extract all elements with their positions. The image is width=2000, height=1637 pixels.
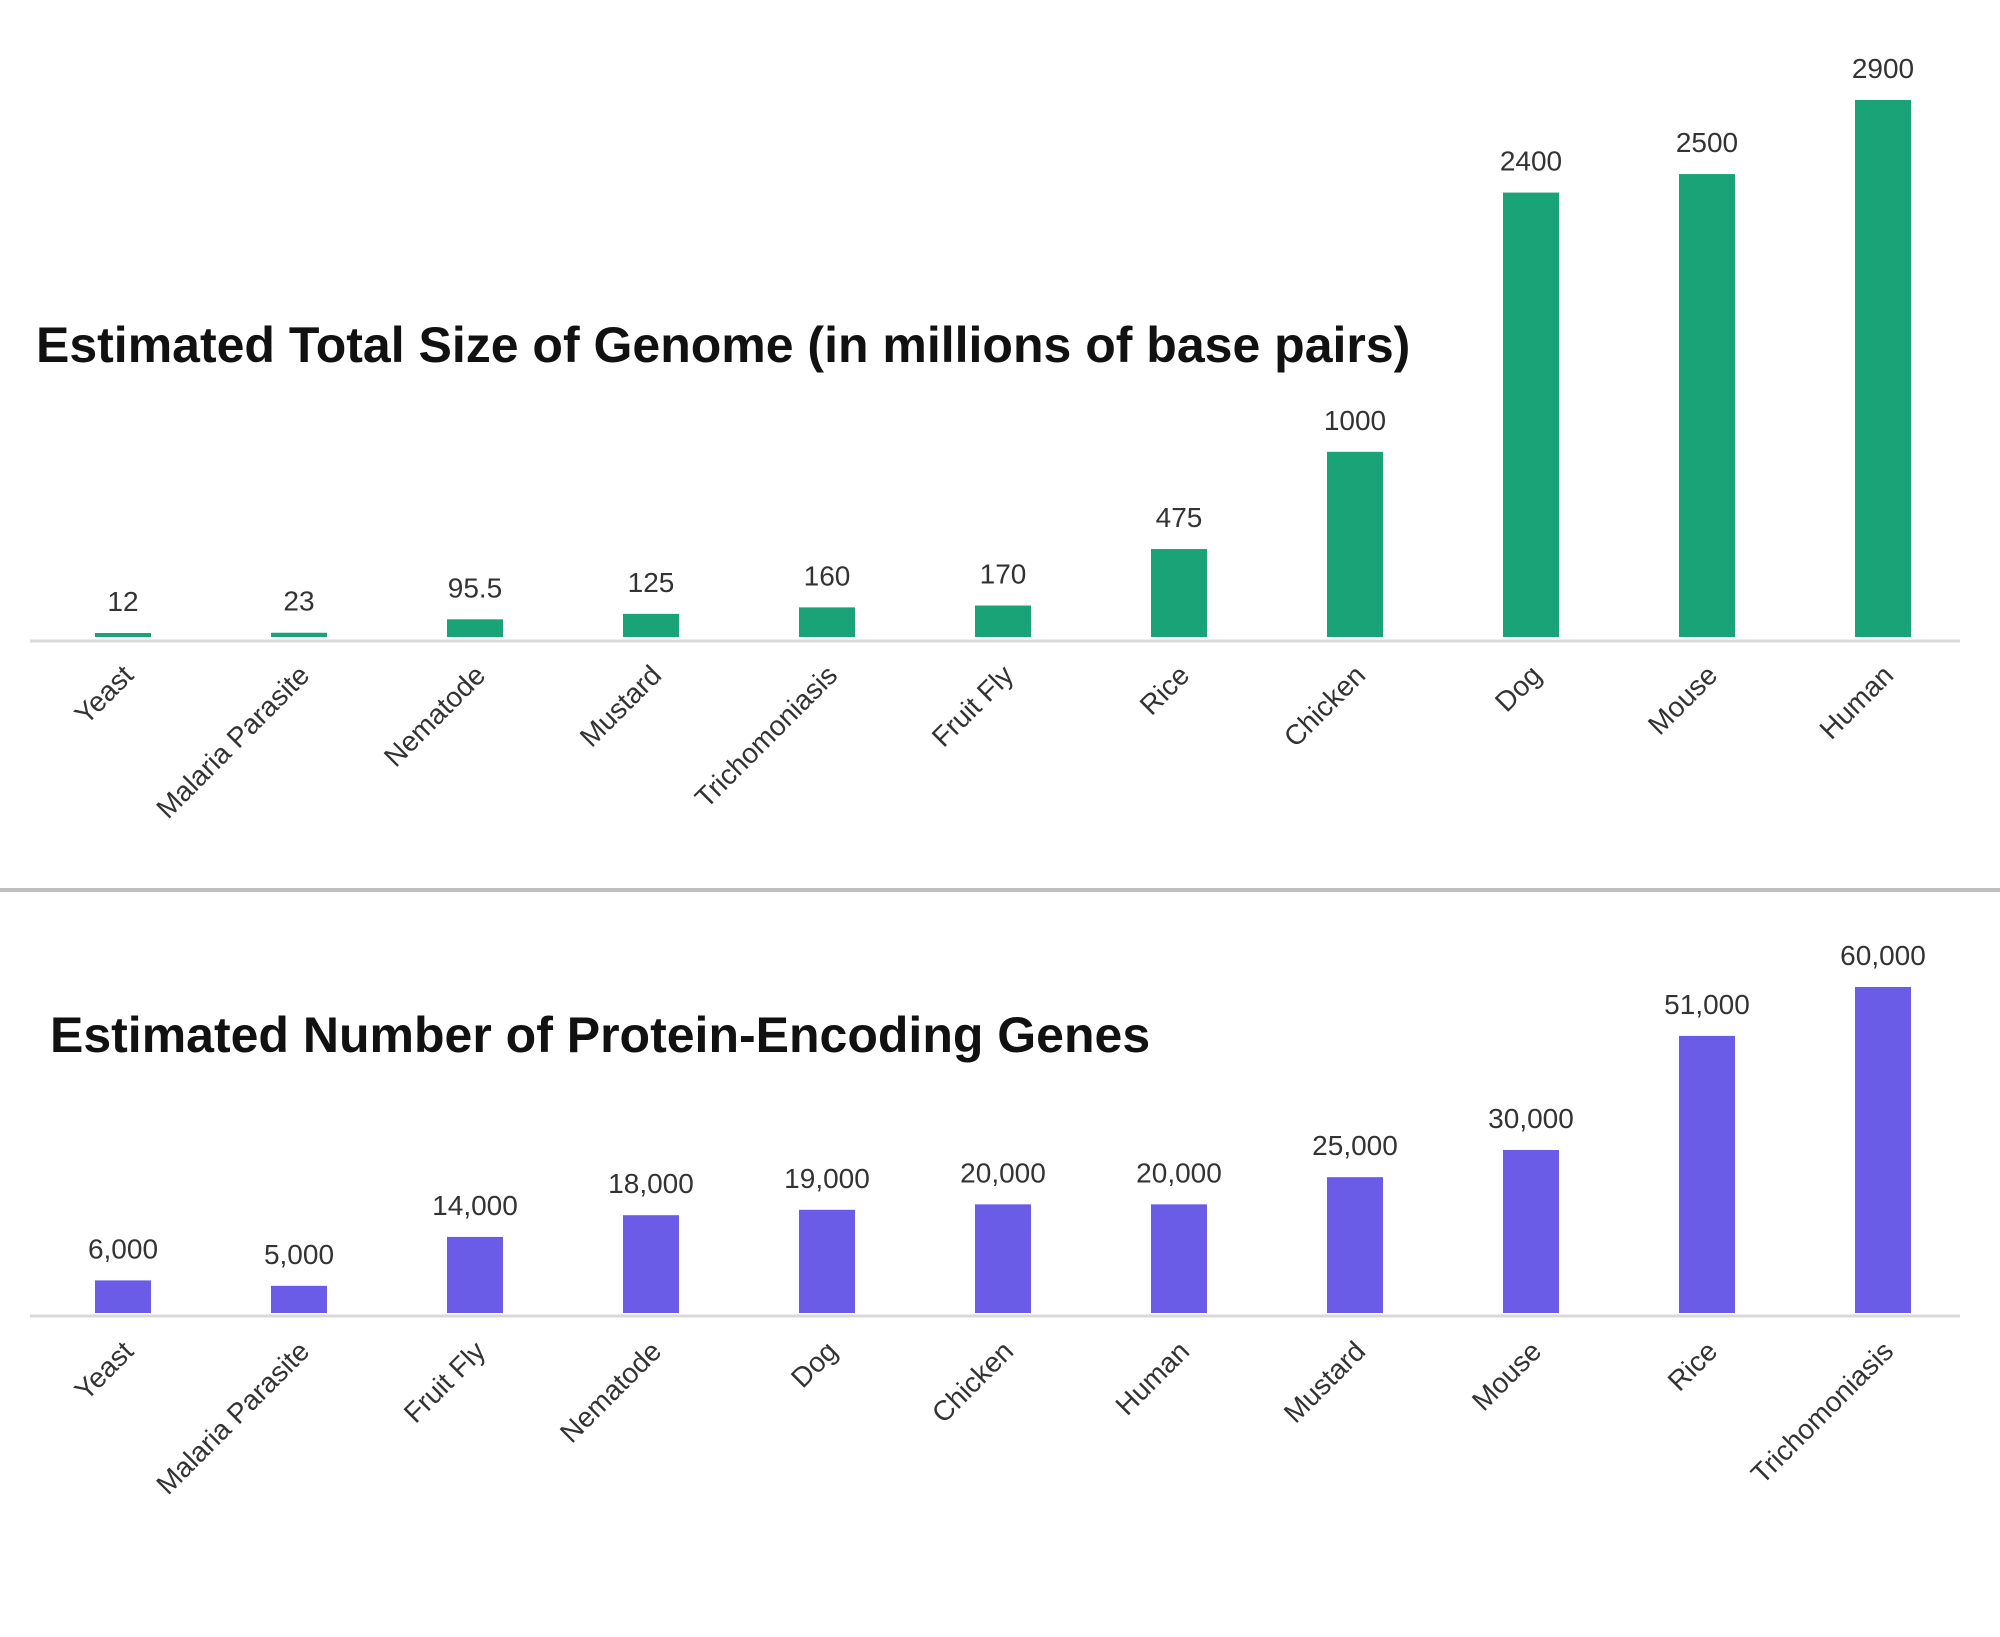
genome-size-bars [95,100,1911,637]
genome-size-value-labels: 12 23 95.5 125 160 170 475 1000 2400 2500 2900 [107,53,1914,617]
protein-genes-category-labels: Yeast Malaria Parasite Fruit Fly Nematode Do… [69,1335,1900,1500]
protein-genes-value-label-nematode: 18,000 [608,1168,694,1199]
protein-genes-bar-chicken [975,1204,1031,1313]
genome-size-bar-mouse [1679,174,1735,637]
genome-size-bar-fruit-fly [975,605,1031,637]
protein-genes-value-label-rice: 51,000 [1664,989,1750,1020]
protein-genes-category-label-trichomoniasis: Trichomoniasis [1745,1335,1899,1489]
genome-size-category-label-human: Human [1813,659,1899,745]
protein-genes-value-label-malaria-parasite: 5,000 [264,1239,334,1270]
protein-genes-category-label-malaria-parasite: Malaria Parasite [150,1335,315,1500]
genome-size-bar-nematode [447,619,503,637]
protein-genes-value-label-fruit-fly: 14,000 [432,1190,518,1221]
genome-size-category-label-chicken: Chicken [1278,659,1371,752]
genome-size-bar-trichomoniasis [799,607,855,637]
protein-genes-category-label-human: Human [1109,1335,1195,1421]
genome-size-bar-yeast [95,633,151,637]
protein-genes-value-label-mouse: 30,000 [1488,1103,1574,1134]
protein-genes-bar-mustard [1327,1177,1383,1313]
protein-genes-chart: Estimated Number of Protein-Encoding Gen… [30,940,1960,1500]
genome-size-value-label-trichomoniasis: 160 [804,560,851,591]
protein-genes-bar-rice [1679,1035,1735,1313]
genome-size-bar-chicken [1327,451,1383,637]
genome-size-category-label-trichomoniasis: Trichomoniasis [689,659,843,813]
protein-genes-category-label-dog: Dog [785,1335,843,1393]
genome-size-value-label-yeast: 12 [107,586,138,617]
protein-genes-category-label-mouse: Mouse [1466,1335,1547,1416]
genome-size-category-label-yeast: Yeast [69,659,140,730]
protein-genes-value-label-human: 20,000 [1136,1157,1222,1188]
genome-size-value-label-dog: 2400 [1500,146,1562,177]
protein-genes-value-labels: 6,000 5,000 14,000 18,000 19,000 20,000 20,000… [88,940,1926,1270]
genome-size-value-label-chicken: 1000 [1324,405,1386,436]
genome-size-category-label-malaria-parasite: Malaria Parasite [150,659,315,824]
genome-size-value-label-rice: 475 [1156,502,1203,533]
genome-size-chart: Estimated Total Size of Genome (in milli… [30,53,1960,824]
protein-genes-category-label-fruit-fly: Fruit Fly [398,1335,491,1428]
genome-size-category-label-rice: Rice [1134,659,1196,721]
protein-genes-bars [95,987,1911,1313]
protein-genes-chart-title: Estimated Number of Protein-Encoding Gen… [50,1007,1150,1063]
protein-genes-bar-fruit-fly [447,1236,503,1313]
protein-genes-category-label-mustard: Mustard [1278,1335,1371,1428]
protein-genes-bar-mouse [1503,1150,1559,1313]
genome-size-bar-human [1855,100,1911,637]
genome-size-category-label-mouse: Mouse [1642,659,1723,740]
genome-size-category-label-fruit-fly: Fruit Fly [926,659,1019,752]
genome-size-value-label-malaria-parasite: 23 [283,586,314,617]
protein-genes-bar-nematode [623,1215,679,1313]
genome-size-category-labels: Yeast Malaria Parasite Nematode Mustard Tric… [69,659,1900,824]
protein-genes-category-label-chicken: Chicken [926,1335,1019,1428]
protein-genes-value-label-chicken: 20,000 [960,1157,1046,1188]
genome-size-bar-mustard [623,613,679,637]
protein-genes-value-label-mustard: 25,000 [1312,1130,1398,1161]
protein-genes-category-label-rice: Rice [1662,1335,1724,1397]
protein-genes-value-label-trichomoniasis: 60,000 [1840,940,1926,971]
protein-genes-category-label-yeast: Yeast [69,1335,140,1406]
genome-size-category-label-nematode: Nematode [378,659,491,772]
genome-size-value-label-fruit-fly: 170 [980,559,1027,590]
protein-genes-category-label-nematode: Nematode [554,1335,667,1448]
genome-size-bar-dog [1503,192,1559,637]
protein-genes-value-label-dog: 19,000 [784,1163,870,1194]
genome-size-value-label-human: 2900 [1852,53,1914,84]
genome-size-chart-title: Estimated Total Size of Genome (in milli… [36,317,1410,373]
protein-genes-bar-trichomoniasis [1855,987,1911,1313]
genome-size-value-label-mouse: 2500 [1676,127,1738,158]
genome-size-bar-malaria-parasite [271,632,327,637]
genome-size-value-label-nematode: 95.5 [448,572,503,603]
genome-size-category-label-mustard: Mustard [574,659,667,752]
genome-size-bar-rice [1151,549,1207,637]
protein-genes-bar-dog [799,1209,855,1313]
protein-genes-bar-yeast [95,1280,151,1313]
protein-genes-value-label-yeast: 6,000 [88,1233,158,1264]
genome-size-value-label-mustard: 125 [628,567,675,598]
genome-size-category-label-dog: Dog [1489,659,1547,717]
protein-genes-bar-malaria-parasite [271,1285,327,1313]
protein-genes-bar-human [1151,1204,1207,1313]
